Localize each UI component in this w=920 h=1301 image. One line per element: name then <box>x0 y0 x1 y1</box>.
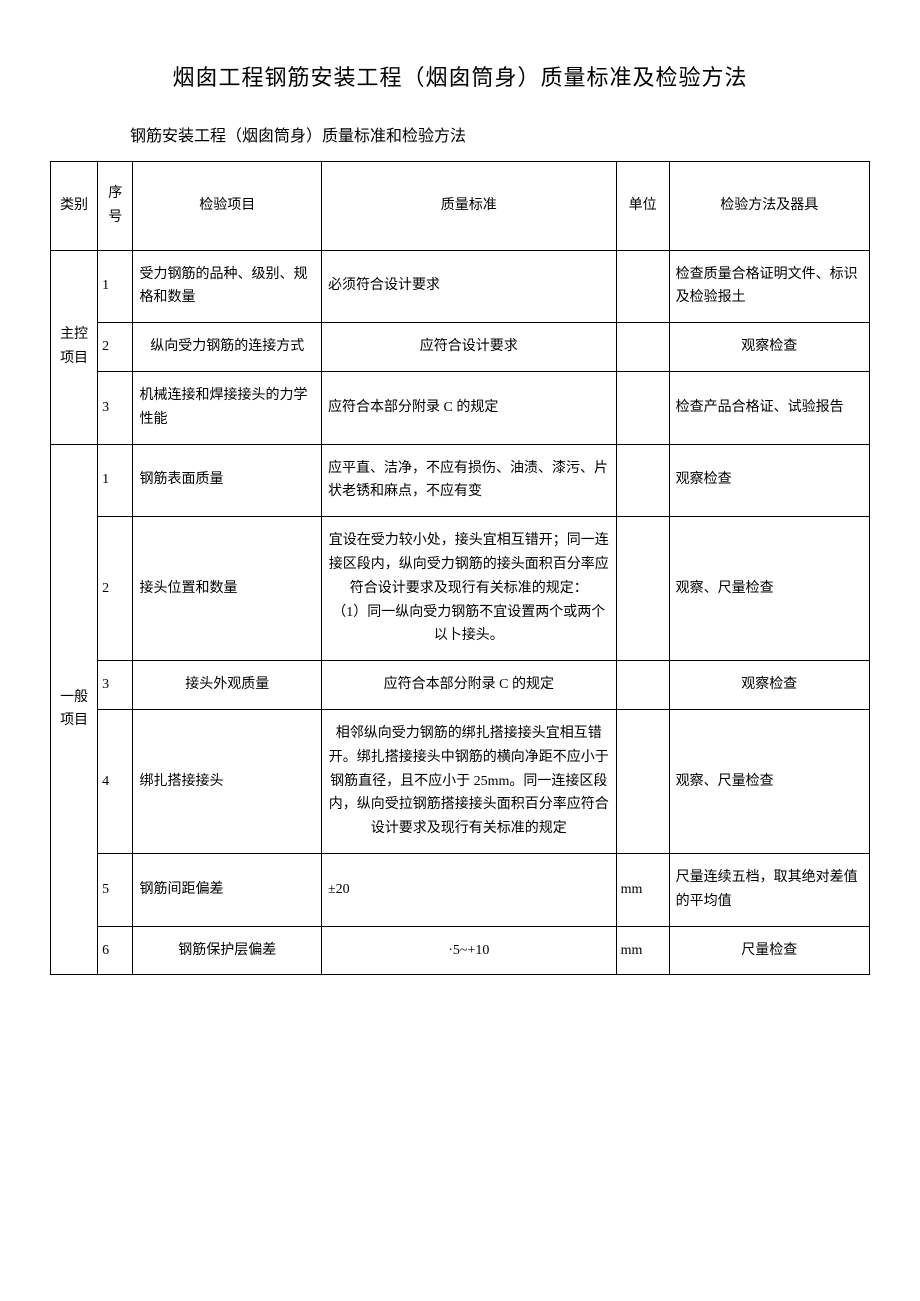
cell-unit <box>616 323 669 372</box>
cell-item: 钢筋间距偏差 <box>133 853 322 926</box>
table-row: 5 钢筋间距偏差 ±20 mm 尺量连续五档，取其绝对差值的平均值 <box>51 853 870 926</box>
table-row: 一般项目 1 钢筋表面质量 应平直、洁净，不应有损伤、油渍、漆污、片状老锈和麻点… <box>51 444 870 517</box>
cell-standard: 相邻纵向受力钢筋的绑扎搭接接头宜相互错开。绑扎搭接接头中钢筋的横向净距不应小于钢… <box>322 709 617 853</box>
table-row: 3 接头外观质量 应符合本部分附录 C 的规定 观察检查 <box>51 661 870 710</box>
category-main: 主控项目 <box>51 250 98 444</box>
cell-standard: ·5~+10 <box>322 926 617 975</box>
cell-standard: 应符合设计要求 <box>322 323 617 372</box>
header-method: 检验方法及器具 <box>669 162 869 251</box>
cell-unit: mm <box>616 853 669 926</box>
page-subtitle: 钢筋安装工程（烟囱筒身）质量标准和检验方法 <box>50 122 870 146</box>
table-header-row: 类别 序号 检验项目 质量标准 单位 检验方法及器具 <box>51 162 870 251</box>
table-row: 主控项目 1 受力钢筋的品种、级别、规格和数量 必须符合设计要求 检查质量合格证… <box>51 250 870 323</box>
cell-seq: 3 <box>98 661 133 710</box>
cell-standard: ±20 <box>322 853 617 926</box>
header-seq: 序号 <box>98 162 133 251</box>
cell-standard: 应符合本部分附录 C 的规定 <box>322 371 617 444</box>
header-item: 检验项目 <box>133 162 322 251</box>
cell-item: 受力钢筋的品种、级别、规格和数量 <box>133 250 322 323</box>
page-title: 烟囱工程钢筋安装工程（烟囱筒身）质量标准及检验方法 <box>50 60 870 92</box>
cell-seq: 1 <box>98 444 133 517</box>
cell-unit <box>616 371 669 444</box>
cell-seq: 1 <box>98 250 133 323</box>
cell-method: 观察检查 <box>669 444 869 517</box>
category-general: 一般项目 <box>51 444 98 975</box>
cell-unit <box>616 250 669 323</box>
cell-unit <box>616 444 669 517</box>
cell-unit <box>616 709 669 853</box>
cell-seq: 6 <box>98 926 133 975</box>
cell-method: 尺量连续五档，取其绝对差值的平均值 <box>669 853 869 926</box>
cell-method: 尺量检查 <box>669 926 869 975</box>
header-standard: 质量标准 <box>322 162 617 251</box>
cell-seq: 3 <box>98 371 133 444</box>
table-row: 6 钢筋保护层偏差 ·5~+10 mm 尺量检查 <box>51 926 870 975</box>
cell-standard: 必须符合设计要求 <box>322 250 617 323</box>
cell-item: 接头位置和数量 <box>133 517 322 661</box>
cell-seq: 2 <box>98 323 133 372</box>
cell-item: 接头外观质量 <box>133 661 322 710</box>
cell-method: 观察、尺量检查 <box>669 517 869 661</box>
cell-item: 钢筋保护层偏差 <box>133 926 322 975</box>
header-category: 类别 <box>51 162 98 251</box>
cell-standard: 宜设在受力较小处，接头宜相互错开；同一连接区段内，纵向受力钢筋的接头面积百分率应… <box>322 517 617 661</box>
cell-unit <box>616 661 669 710</box>
table-row: 2 纵向受力钢筋的连接方式 应符合设计要求 观察检查 <box>51 323 870 372</box>
cell-method: 观察、尺量检查 <box>669 709 869 853</box>
table-row: 4 绑扎搭接接头 相邻纵向受力钢筋的绑扎搭接接头宜相互错开。绑扎搭接接头中钢筋的… <box>51 709 870 853</box>
cell-seq: 2 <box>98 517 133 661</box>
cell-item: 机械连接和焊接接头的力学性能 <box>133 371 322 444</box>
quality-standards-table: 类别 序号 检验项目 质量标准 单位 检验方法及器具 主控项目 1 受力钢筋的品… <box>50 161 870 975</box>
table-row: 3 机械连接和焊接接头的力学性能 应符合本部分附录 C 的规定 检查产品合格证、… <box>51 371 870 444</box>
cell-standard: 应符合本部分附录 C 的规定 <box>322 661 617 710</box>
cell-method: 观察检查 <box>669 661 869 710</box>
cell-unit <box>616 517 669 661</box>
table-row: 2 接头位置和数量 宜设在受力较小处，接头宜相互错开；同一连接区段内，纵向受力钢… <box>51 517 870 661</box>
cell-item: 绑扎搭接接头 <box>133 709 322 853</box>
cell-seq: 4 <box>98 709 133 853</box>
cell-item: 纵向受力钢筋的连接方式 <box>133 323 322 372</box>
header-unit: 单位 <box>616 162 669 251</box>
cell-method: 检查产品合格证、试验报告 <box>669 371 869 444</box>
cell-method: 观察检查 <box>669 323 869 372</box>
cell-seq: 5 <box>98 853 133 926</box>
cell-item: 钢筋表面质量 <box>133 444 322 517</box>
cell-unit: mm <box>616 926 669 975</box>
cell-method: 检查质量合格证明文件、标识及检验报土 <box>669 250 869 323</box>
cell-standard: 应平直、洁净，不应有损伤、油渍、漆污、片状老锈和麻点，不应有变 <box>322 444 617 517</box>
